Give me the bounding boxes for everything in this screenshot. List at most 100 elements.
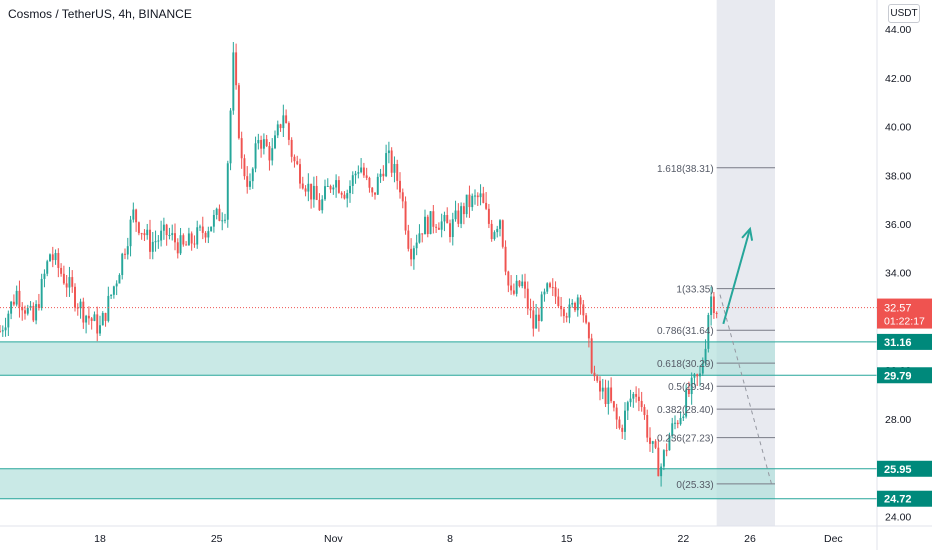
time-tick-label: 8	[447, 533, 453, 545]
candle-body	[635, 394, 638, 397]
candle-body	[632, 394, 635, 399]
candle-body	[12, 301, 15, 305]
candle-body	[485, 202, 488, 209]
candle-body	[243, 158, 246, 177]
candle-body	[524, 281, 526, 289]
candle-body	[99, 325, 101, 334]
time-tick-label: Nov	[324, 533, 343, 545]
candle-body	[712, 296, 715, 313]
candle-body	[535, 314, 538, 329]
candle-body	[226, 163, 229, 220]
candle-body	[85, 315, 88, 323]
candle-body	[143, 233, 146, 236]
candle-body	[640, 400, 643, 408]
candle-body	[279, 124, 282, 129]
candle-body	[537, 314, 540, 321]
currency-button[interactable]: USDT	[888, 4, 920, 23]
candle-body	[129, 219, 132, 247]
candle-body	[65, 283, 68, 288]
candle-body	[699, 373, 701, 377]
zone-price-label-bg	[877, 460, 932, 477]
candle-body	[390, 150, 393, 173]
candle-body	[499, 220, 501, 229]
candle-body	[10, 301, 13, 314]
time-tick-label: 25	[211, 533, 223, 545]
candle-body	[501, 220, 504, 247]
projection-dashed-line	[719, 294, 773, 485]
candle-body	[490, 223, 493, 240]
candle-body	[468, 194, 471, 208]
candle-body	[362, 167, 365, 176]
candle-body	[318, 199, 321, 211]
candle-body	[412, 248, 415, 260]
candle-body	[326, 185, 329, 187]
candle-body	[87, 315, 90, 319]
candle-body	[515, 280, 518, 294]
candle-body	[293, 156, 296, 162]
candle-body	[357, 172, 360, 174]
candle-body	[132, 209, 135, 220]
candle-body	[257, 139, 260, 144]
candle-body	[71, 277, 74, 287]
projection-arrow-line[interactable]	[722, 228, 751, 325]
price-tick-label: 28.00	[885, 414, 911, 426]
countdown-label: 01:22:17	[884, 316, 925, 328]
zone-fill	[0, 341, 775, 376]
candle-body	[235, 52, 238, 86]
candle-body	[571, 302, 574, 305]
candle-body	[612, 401, 615, 408]
candle-body	[371, 187, 374, 193]
zone-price-label-bg	[877, 367, 932, 384]
candle-body	[79, 301, 82, 309]
candle-body	[562, 309, 565, 317]
candle-body	[546, 283, 549, 292]
candle-body	[18, 290, 21, 307]
candle-body	[124, 253, 126, 255]
candle-body	[618, 419, 621, 428]
candle-body	[440, 221, 443, 230]
candle-body	[715, 312, 718, 314]
candle-body	[599, 380, 601, 392]
price-tick-label: 44.00	[885, 24, 911, 36]
candle-body	[668, 435, 671, 451]
fib-level-label: 1.618(38.31)	[657, 164, 714, 175]
time-tick-label: 18	[94, 533, 106, 545]
candle-body	[385, 153, 388, 177]
candle-body	[649, 437, 651, 444]
candle-body	[582, 304, 585, 316]
candle-body	[526, 288, 529, 309]
candle-body	[51, 254, 54, 261]
candle-body	[451, 219, 454, 238]
fib-level-label: 0.786(31.64)	[657, 326, 714, 337]
candle-body	[271, 148, 274, 161]
candle-body	[151, 241, 154, 252]
zone-fill	[0, 468, 775, 499]
price-tick-label: 42.00	[885, 73, 911, 85]
zone-price-label: 24.72	[884, 494, 912, 506]
candle-body	[374, 192, 376, 195]
candle-body	[254, 143, 257, 169]
candle-body	[421, 233, 424, 235]
candle-body	[290, 139, 293, 157]
projection-arrow-head[interactable]	[741, 226, 754, 241]
candle-body	[574, 302, 576, 311]
candle-body	[262, 139, 265, 149]
candle-body	[221, 220, 224, 222]
candle-body	[154, 241, 157, 243]
candle-body	[401, 192, 404, 202]
candle-body	[107, 295, 110, 321]
candle-body	[301, 183, 304, 189]
candle-body	[0, 331, 1, 333]
candle-body	[551, 287, 554, 289]
candle-body	[432, 211, 435, 227]
candle-body	[460, 206, 463, 224]
candle-body	[40, 278, 43, 308]
candle-body	[462, 206, 465, 215]
candle-body	[354, 173, 357, 176]
candle-body	[512, 290, 515, 294]
candle-body	[135, 209, 138, 223]
candle-body	[7, 313, 10, 328]
candle-body	[624, 410, 626, 432]
candle-body	[387, 150, 390, 154]
